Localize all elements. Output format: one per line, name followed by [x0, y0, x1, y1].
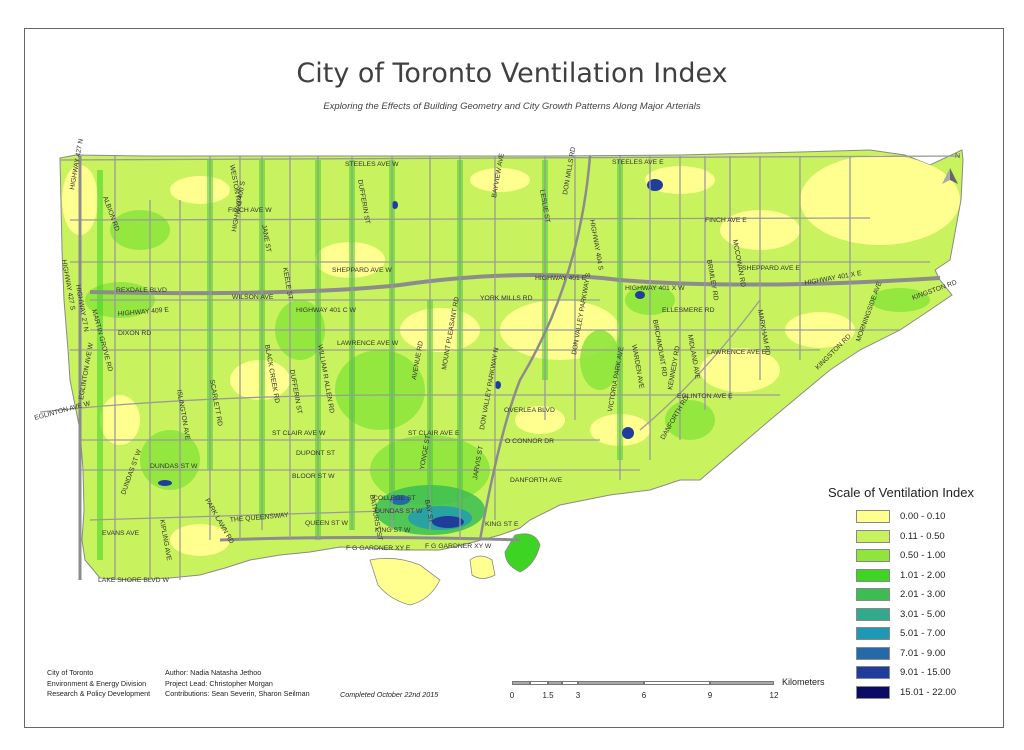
road-label: YORK MILLS RD: [480, 295, 533, 302]
road-label: HIGHWAY 401 E: [535, 275, 587, 282]
scale-bar-tick: 3: [575, 691, 581, 700]
legend-item: 3.01 - 5.00: [856, 607, 996, 623]
road-label: F G GARDNER XY W: [425, 543, 492, 550]
legend-label: 5.01 - 7.00: [900, 628, 946, 639]
legend-label: 2.01 - 3.00: [900, 589, 946, 600]
road-label: EVANS AVE: [102, 530, 140, 537]
road-label: LAKE SHORE BLVD W: [98, 577, 169, 584]
north-label: N: [955, 153, 960, 160]
road-label: OVERLEA BLVD: [504, 407, 555, 414]
road-label: DIXON RD: [118, 330, 151, 337]
legend-swatch: [856, 666, 890, 679]
legend-item: 0.50 - 1.00: [856, 549, 996, 564]
legend-item: 1.01 - 2.00: [856, 568, 996, 584]
road-label: HIGHWAY 401 X W: [625, 285, 685, 292]
legend-swatch: [856, 607, 890, 621]
legend-item: 9.01 - 15.00: [856, 666, 996, 681]
road-label: EGLINTON AVE E: [677, 393, 733, 400]
road-label: LAWRENCE AVE W: [337, 340, 399, 347]
scale-bar-tick: 6: [641, 691, 647, 700]
scale-bar-segment: [710, 681, 774, 685]
legend-item: 0.00 - 0.10: [856, 510, 996, 525]
scale-bar-tick: 12: [769, 691, 779, 700]
legend-item: 7.01 - 9.00: [856, 646, 996, 662]
road-label: ST CLAIR AVE E: [408, 430, 460, 437]
road-label: JANE ST: [260, 224, 272, 253]
footer-org-line: Environment & Energy Division: [47, 678, 147, 688]
scale-bar-unit: Kilometers: [782, 677, 825, 687]
footer-org-line: City of Toronto: [47, 668, 94, 677]
road-label: KING ST W: [375, 527, 411, 534]
legend-swatch: [856, 646, 890, 660]
footer-org: City of Toronto Environment & Energy Div…: [47, 668, 150, 700]
legend-item: 15.01 - 22.00: [856, 685, 996, 701]
road-label: COLLEGE ST: [373, 495, 416, 502]
legend-swatch: [856, 510, 890, 523]
legend-swatch: [856, 588, 890, 601]
legend-swatch: [856, 627, 890, 640]
footer-credits: Author: Nadia Natasha Jethoo Project Lea…: [165, 668, 310, 700]
road-label: KING ST E: [485, 521, 519, 528]
scale-bar-tick: 9: [707, 691, 713, 700]
legend-item: 2.01 - 3.00: [856, 588, 996, 603]
legend-label: 3.01 - 5.00: [900, 608, 946, 620]
scale-bar-segment: [548, 681, 562, 685]
road-label: SHEPPARD AVE W: [332, 267, 392, 274]
footer-credit-line: Contributions: Sean Severin, Sharon Seil…: [165, 689, 310, 698]
legend-item: 0.11 - 0.50: [856, 529, 996, 545]
scale-bar-segment: [578, 681, 644, 685]
scale-bar-segment: [644, 681, 710, 685]
footer-org-line: Research & Policy Development: [47, 689, 151, 698]
road-label: ELLESMERE RD: [662, 307, 715, 314]
footer-credit-line: Author: Nadia Natasha Jethoo: [165, 668, 262, 677]
legend-label: 0.11 - 0.50: [900, 530, 945, 542]
road-label: SHEPPARD AVE E: [742, 265, 800, 272]
map-subtitle: Exploring the Effects of Building Geomet…: [323, 101, 701, 112]
road-label: ST CLAIR AVE W: [272, 430, 326, 437]
legend-swatch: [856, 549, 890, 562]
road-label: STEELES AVE E: [612, 159, 664, 166]
road-label: WILSON AVE: [232, 294, 274, 301]
road-label: LAWRENCE AVE E: [707, 349, 767, 356]
legend-item: 5.01 - 7.00: [856, 627, 996, 642]
road-network: [39, 155, 961, 580]
completed-date: Completed October 22nd 2015: [340, 690, 439, 699]
road-label: STEELES AVE W: [345, 161, 399, 168]
legend-label: 0.00 - 0.10: [900, 511, 946, 522]
legend-label: 7.01 - 9.00: [900, 647, 946, 659]
scale-bar-segment: [562, 681, 578, 685]
road-label: DUNDAS ST W: [150, 463, 198, 470]
road-label: DANFORTH AVE: [510, 477, 563, 484]
legend-label: 0.50 - 1.00: [900, 550, 946, 561]
scale-bar-tick: 1.5: [542, 691, 554, 700]
road-label: F G GARDNER XY E: [346, 545, 411, 552]
legend-swatch: [856, 529, 890, 543]
scale-bar-segment: [530, 681, 548, 685]
legend-label: 15.01 - 22.00: [900, 686, 956, 698]
legend-label: 9.01 - 15.00: [900, 667, 951, 678]
road-label: O CONNOR DR: [505, 438, 554, 445]
footer-credit-line: Project Lead: Christopher Morgan: [165, 678, 273, 688]
scale-bar-tick: 0: [509, 691, 515, 700]
road-label: HIGHWAY 401 C W: [296, 307, 357, 314]
north-arrow-icon: N: [942, 153, 960, 184]
road-label: QUEEN ST W: [305, 520, 349, 527]
road-label: HIGHWAY 409 E: [118, 307, 170, 318]
map-title: City of Toronto Ventilation Index: [296, 58, 728, 89]
road-label: DUNDAS ST W: [375, 508, 423, 515]
north-arrow: N: [938, 150, 968, 195]
scale-bar-segment: [512, 681, 530, 685]
road-label: BLOOR ST W: [292, 473, 335, 480]
legend-label: 1.01 - 2.00: [900, 569, 946, 581]
road-label: FINCH AVE W: [228, 207, 272, 214]
legend-swatch: [856, 568, 890, 582]
road-label: REXDALE BLVD: [116, 287, 167, 294]
road-label: FINCH AVE E: [705, 217, 747, 224]
toronto-islands: [369, 533, 541, 606]
road-label: DUPONT ST: [296, 450, 335, 457]
legend-title: Scale of Ventilation Index: [828, 485, 974, 500]
legend-swatch: [856, 685, 890, 699]
road-label: BAY ST: [423, 499, 434, 523]
